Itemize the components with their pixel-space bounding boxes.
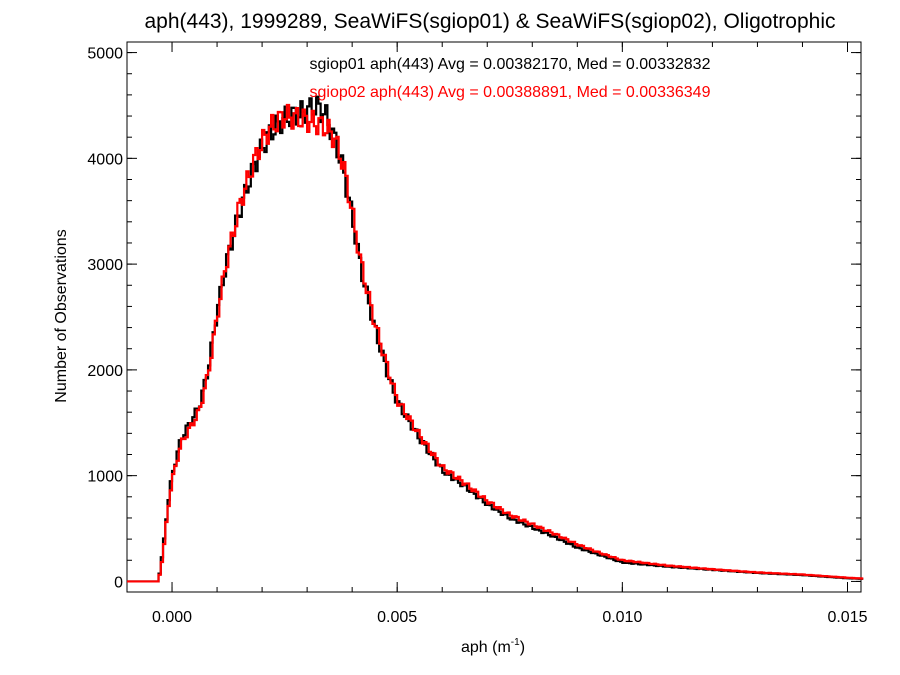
stat-labels: sgiop01 aph(443) Avg = 0.00382170, Med =… <box>310 56 711 101</box>
x-axis-label-text: aph (m <box>461 639 511 656</box>
plot-frame <box>126 41 862 593</box>
series-sgiop02-stats: sgiop02 aph(443) Avg = 0.00388891, Med =… <box>310 84 711 101</box>
x-axis-ticks: 0.000 0.005 0.010 0.015 <box>126 42 868 626</box>
y-tick-label: 2000 <box>87 363 123 380</box>
series-sgiop01-line <box>127 95 864 583</box>
y-tick-label: 1000 <box>87 469 123 486</box>
x-tick-label: 0.015 <box>827 609 867 626</box>
y-axis-label: Number of Observations <box>53 229 70 402</box>
y-tick-label: 0 <box>114 574 123 591</box>
x-tick-label: 0.010 <box>602 609 642 626</box>
x-axis-label-suffix: ) <box>520 639 525 656</box>
y-tick-label: 3000 <box>87 257 123 274</box>
x-axis-label: aph (m-1) <box>461 637 525 656</box>
series-layer <box>127 95 864 583</box>
y-tick-label: 5000 <box>87 46 123 63</box>
y-axis-ticks: 0 1000 2000 3000 4000 5000 <box>87 46 861 591</box>
x-tick-label: 0.005 <box>377 609 417 626</box>
plot-area <box>126 41 862 593</box>
x-axis-label-sup: -1 <box>511 637 520 648</box>
series-sgiop02-line <box>127 103 864 583</box>
chart-title: aph(443), 1999289, SeaWiFS(sgiop01) & Se… <box>144 10 835 33</box>
series-sgiop01-stats: sgiop01 aph(443) Avg = 0.00382170, Med =… <box>310 56 711 73</box>
y-tick-label: 4000 <box>87 151 123 168</box>
x-tick-label: 0.000 <box>152 609 192 626</box>
